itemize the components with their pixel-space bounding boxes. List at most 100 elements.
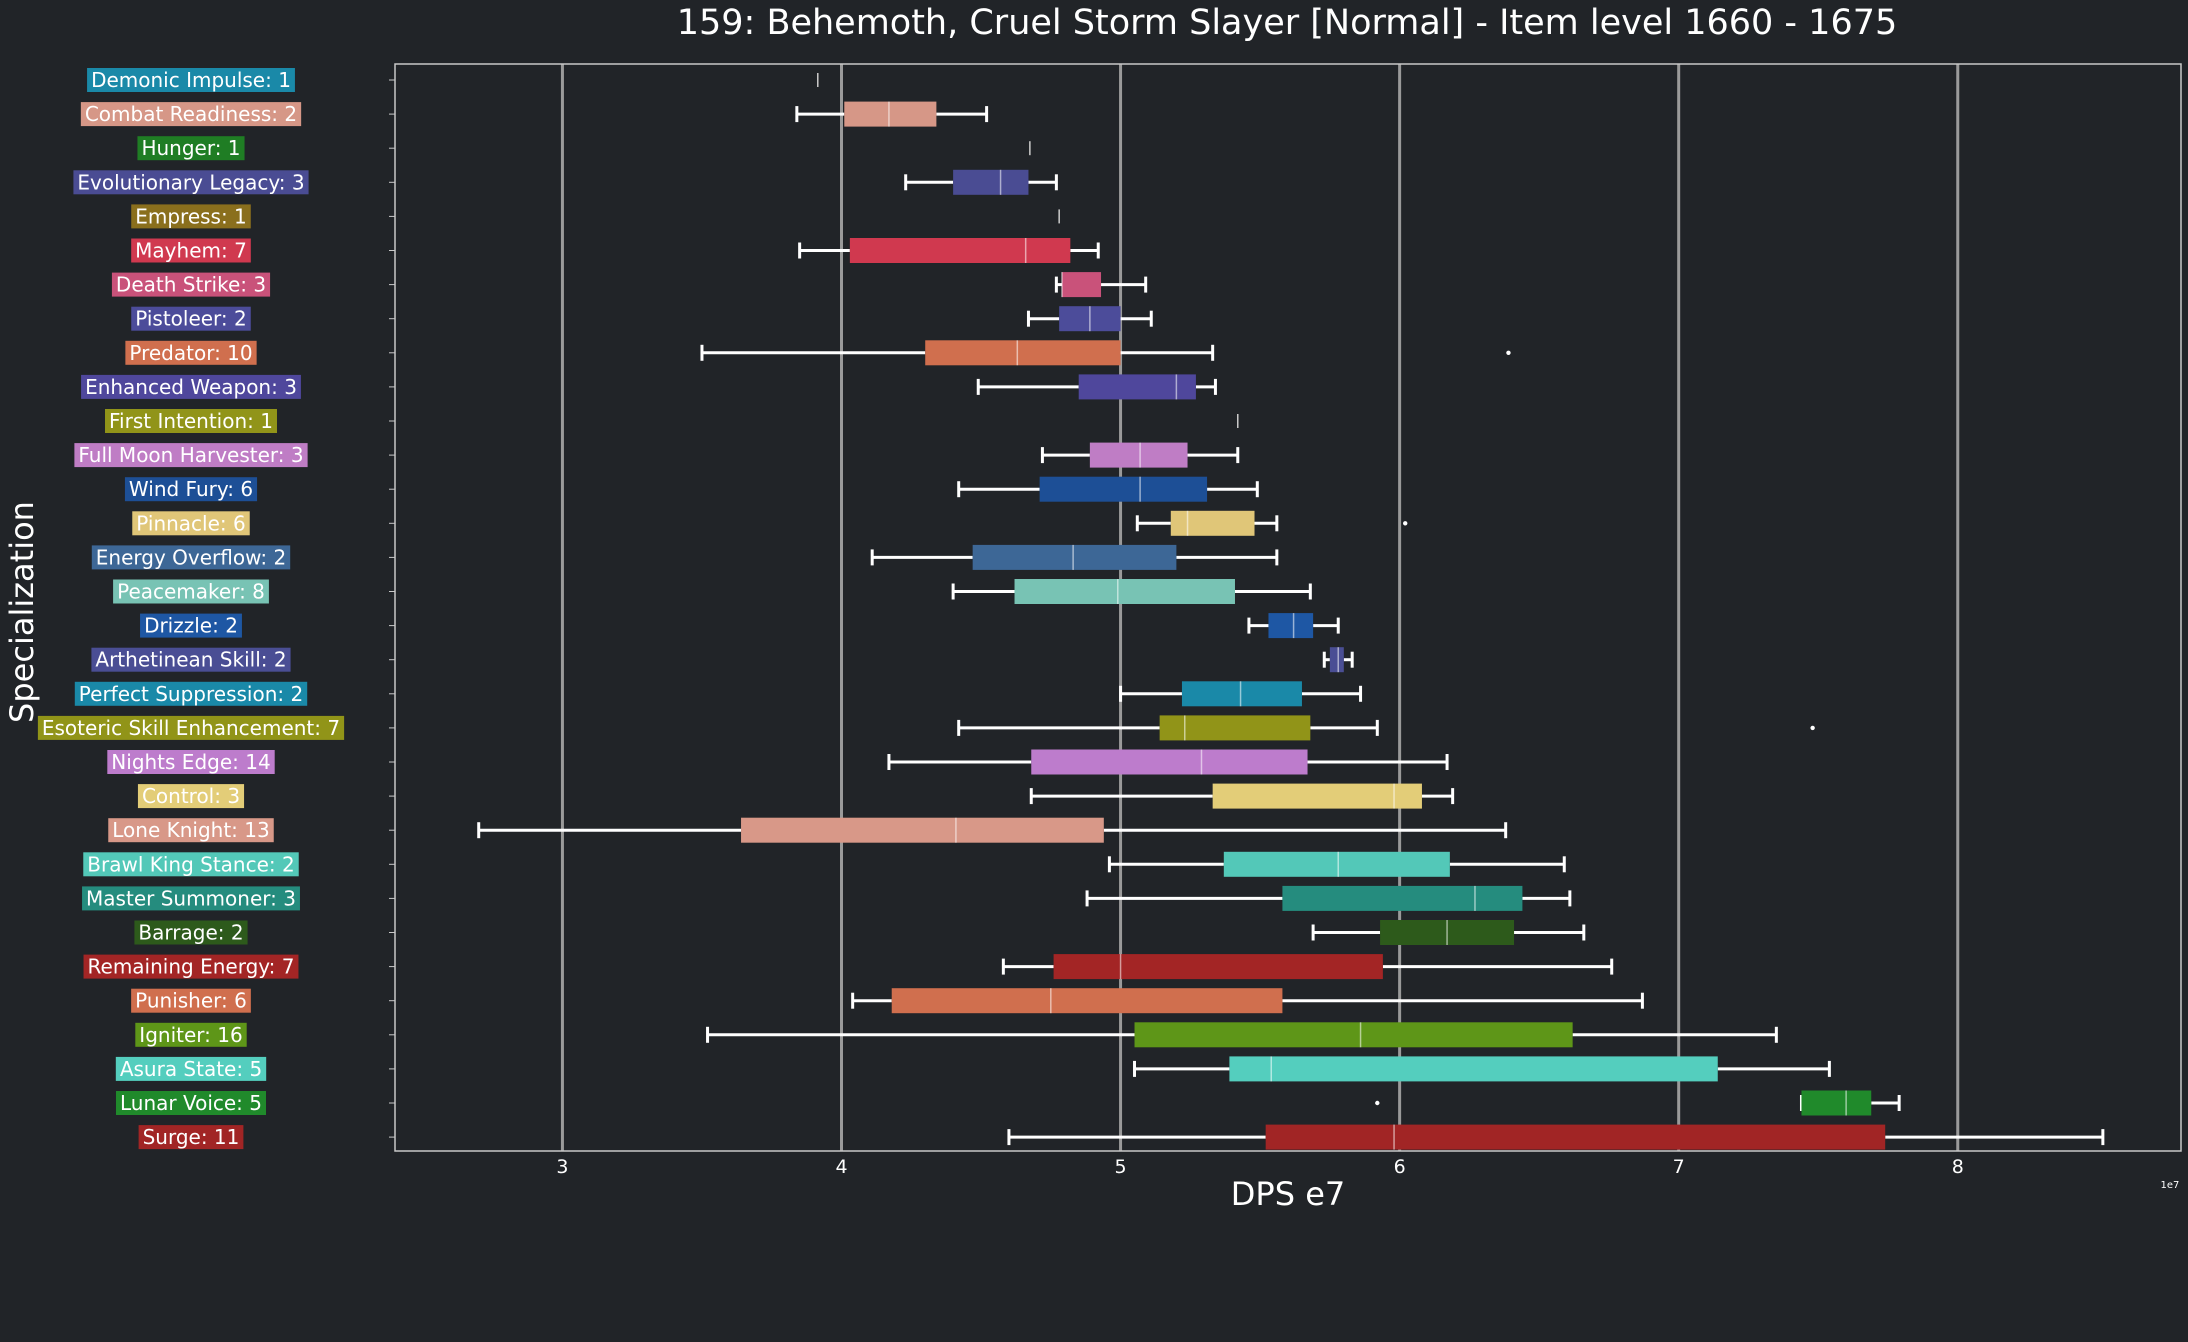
category-label: Remaining Energy: 7 bbox=[88, 955, 295, 979]
x-tick-label: 4 bbox=[835, 1156, 847, 1178]
box-group bbox=[389, 715, 1815, 741]
iqr-box bbox=[1039, 476, 1208, 502]
category-label-bg bbox=[82, 886, 300, 911]
category-label-group: Mayhem: 7 bbox=[131, 238, 251, 263]
category-label-bg bbox=[74, 443, 308, 468]
iqr-box bbox=[1159, 715, 1311, 741]
grid-lines bbox=[560, 64, 1960, 1151]
iqr-box bbox=[1134, 1022, 1573, 1048]
category-label-bg bbox=[73, 170, 309, 195]
x-axis-label: DPS e7 bbox=[1231, 1175, 1345, 1213]
category-label: Lunar Voice: 5 bbox=[120, 1091, 262, 1115]
box-group bbox=[389, 783, 1455, 809]
iqr-box bbox=[1801, 1090, 1872, 1116]
category-label-group: Hunger: 1 bbox=[137, 136, 245, 161]
category-label: Surge: 11 bbox=[143, 1125, 240, 1149]
category-label-bg bbox=[37, 715, 345, 740]
category-label: Peacemaker: 8 bbox=[117, 580, 265, 604]
box-group bbox=[389, 169, 1058, 195]
category-label-bg bbox=[140, 613, 242, 638]
category-label-group: Esoteric Skill Enhancement: 7 bbox=[37, 715, 345, 740]
outlier-point bbox=[1506, 350, 1511, 355]
box-group bbox=[389, 749, 1449, 775]
iqr-box bbox=[844, 101, 937, 127]
category-label: Death Strike: 3 bbox=[116, 273, 266, 297]
category-label-bg bbox=[131, 306, 251, 331]
category-label-bg bbox=[108, 818, 274, 843]
category-label-bg bbox=[131, 204, 251, 229]
iqr-box bbox=[925, 340, 1121, 366]
x-ticks: 3 4 5 6 7 8 bbox=[556, 1156, 1963, 1178]
category-label: Pistoleer: 2 bbox=[135, 307, 247, 331]
category-label: Perfect Suppression: 2 bbox=[79, 682, 303, 706]
category-label: Igniter: 16 bbox=[139, 1023, 242, 1047]
x-tick-label: 8 bbox=[1952, 1156, 1964, 1178]
category-label-group: Demonic Impulse: 1 bbox=[87, 68, 295, 92]
category-label-bg bbox=[115, 1056, 267, 1081]
category-label: Empress: 1 bbox=[135, 204, 247, 228]
box-group bbox=[389, 442, 1240, 468]
category-label: Control: 3 bbox=[142, 784, 240, 808]
category-label-bg bbox=[80, 102, 302, 127]
box-group bbox=[389, 414, 1239, 428]
x-tick-label: 6 bbox=[1394, 1156, 1406, 1178]
category-label-bg bbox=[138, 1125, 244, 1150]
category-label: Barrage: 2 bbox=[138, 921, 243, 945]
box-group bbox=[389, 101, 989, 127]
category-label: First Intention: 1 bbox=[109, 409, 273, 433]
iqr-box bbox=[1329, 647, 1344, 673]
chart-title: 159: Behemoth, Cruel Storm Slayer [Norma… bbox=[677, 3, 1898, 43]
category-label-group: Surge: 11 bbox=[138, 1125, 244, 1150]
category-label: Enhanced Weapon: 3 bbox=[85, 375, 297, 399]
category-label: Nights Edge: 14 bbox=[111, 750, 270, 774]
iqr-box bbox=[891, 988, 1283, 1014]
box-group bbox=[389, 141, 1031, 156]
box-group bbox=[389, 272, 1148, 298]
iqr-box bbox=[1212, 783, 1422, 809]
box-group bbox=[389, 988, 1644, 1014]
category-label-bg bbox=[131, 988, 251, 1013]
category-label-group: Lunar Voice: 5 bbox=[115, 1091, 267, 1115]
box-group bbox=[389, 209, 1060, 224]
category-label-group: Lone Knight: 13 bbox=[108, 818, 274, 843]
category-label-group: First Intention: 1 bbox=[105, 409, 277, 433]
box-group bbox=[389, 885, 1572, 911]
category-label: Lone Knight: 13 bbox=[112, 818, 269, 842]
boxes bbox=[389, 73, 2105, 1150]
category-label-group: Pinnacle: 6 bbox=[132, 511, 250, 536]
iqr-box bbox=[972, 544, 1177, 570]
category-label: Asura State: 5 bbox=[120, 1057, 262, 1081]
category-label-group: Combat Readiness: 2 bbox=[80, 102, 302, 127]
category-label-group: Enhanced Weapon: 3 bbox=[81, 374, 301, 399]
category-label-group: Peacemaker: 8 bbox=[113, 579, 269, 604]
x-tick-label: 5 bbox=[1115, 1156, 1127, 1178]
box-group bbox=[389, 544, 1279, 570]
category-label: Predator: 10 bbox=[129, 341, 252, 365]
box-group bbox=[389, 374, 1217, 400]
box-group bbox=[389, 817, 1508, 843]
category-label-group: Drizzle: 2 bbox=[140, 613, 242, 638]
box-group bbox=[389, 340, 1511, 366]
category-label-bg bbox=[132, 511, 250, 536]
category-label-group: Master Summoner: 3 bbox=[82, 886, 300, 911]
category-label-bg bbox=[105, 409, 277, 433]
category-label-group: Pistoleer: 2 bbox=[131, 306, 251, 331]
category-label-bg bbox=[91, 647, 291, 672]
box-group bbox=[389, 1090, 1901, 1116]
category-label-bg bbox=[74, 681, 308, 706]
box-group bbox=[389, 1056, 1831, 1082]
category-label-group: Predator: 10 bbox=[125, 340, 257, 365]
category-label-group: Brawl King Stance: 2 bbox=[83, 852, 299, 877]
category-label-group: Energy Overflow: 2 bbox=[91, 545, 291, 570]
category-label-bg bbox=[115, 1091, 267, 1115]
category-label-group: Nights Edge: 14 bbox=[107, 750, 275, 774]
category-label-group: Death Strike: 3 bbox=[111, 272, 271, 297]
category-label-bg bbox=[134, 920, 248, 945]
category-label-group: Igniter: 16 bbox=[135, 1022, 247, 1047]
outlier-point bbox=[1403, 521, 1408, 526]
category-labels: Demonic Impulse: 1 Combat Readiness: 2 Hun… bbox=[37, 68, 345, 1150]
category-label: Arthetinean Skill: 2 bbox=[95, 648, 286, 672]
category-label-bg bbox=[91, 545, 291, 570]
category-label: Pinnacle: 6 bbox=[136, 511, 245, 535]
iqr-box bbox=[1061, 272, 1102, 298]
